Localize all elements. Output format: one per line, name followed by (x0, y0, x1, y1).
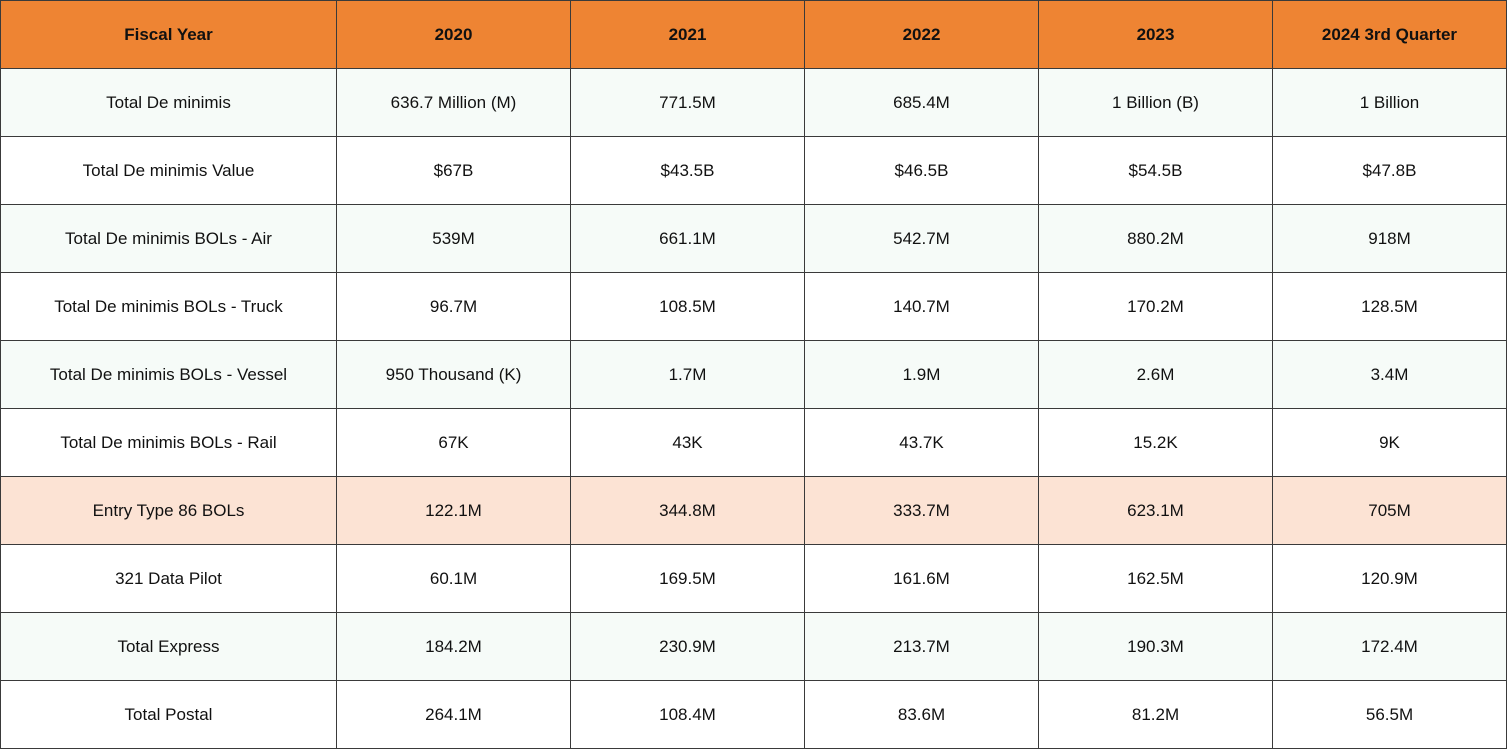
table-cell: 108.5M (571, 273, 805, 341)
table-cell: 623.1M (1039, 477, 1273, 545)
table-cell: 264.1M (337, 681, 571, 749)
table-cell: 213.7M (805, 613, 1039, 681)
row-label: Total De minimis BOLs - Truck (1, 273, 337, 341)
table-cell: 120.9M (1273, 545, 1507, 613)
table-cell: 636.7 Million (M) (337, 69, 571, 137)
row-label: Total Postal (1, 681, 337, 749)
table-cell: 43.7K (805, 409, 1039, 477)
row-label: Total De minimis BOLs - Air (1, 205, 337, 273)
table-cell: 9K (1273, 409, 1507, 477)
table-cell: 140.7M (805, 273, 1039, 341)
table-cell: 83.6M (805, 681, 1039, 749)
table-cell: 1.7M (571, 341, 805, 409)
table-cell: 128.5M (1273, 273, 1507, 341)
table-cell: 122.1M (337, 477, 571, 545)
table-cell: $47.8B (1273, 137, 1507, 205)
table-cell: 60.1M (337, 545, 571, 613)
table-cell: 1.9M (805, 341, 1039, 409)
table-cell: $54.5B (1039, 137, 1273, 205)
table-cell: 43K (571, 409, 805, 477)
row-label: Total Express (1, 613, 337, 681)
table-cell: 169.5M (571, 545, 805, 613)
table-cell: 15.2K (1039, 409, 1273, 477)
row-label: Total De minimis (1, 69, 337, 137)
row-label: Total De minimis BOLs - Rail (1, 409, 337, 477)
table-cell: 344.8M (571, 477, 805, 545)
header-cell: 2022 (805, 1, 1039, 69)
table-cell: 542.7M (805, 205, 1039, 273)
table-cell: 918M (1273, 205, 1507, 273)
table-cell: $67B (337, 137, 571, 205)
table-cell: 880.2M (1039, 205, 1273, 273)
table-cell: 230.9M (571, 613, 805, 681)
table-cell: 170.2M (1039, 273, 1273, 341)
table-cell: 705M (1273, 477, 1507, 545)
table-cell: 333.7M (805, 477, 1039, 545)
table-cell: 771.5M (571, 69, 805, 137)
table-cell: 184.2M (337, 613, 571, 681)
table-cell: 56.5M (1273, 681, 1507, 749)
table-cell: 172.4M (1273, 613, 1507, 681)
table-cell: 67K (337, 409, 571, 477)
row-label: Entry Type 86 BOLs (1, 477, 337, 545)
table-cell: 108.4M (571, 681, 805, 749)
table-cell: 190.3M (1039, 613, 1273, 681)
table-cell: $46.5B (805, 137, 1039, 205)
row-label: Total De minimis BOLs - Vessel (1, 341, 337, 409)
table-cell: 950 Thousand (K) (337, 341, 571, 409)
table-cell: 2.6M (1039, 341, 1273, 409)
header-cell: 2020 (337, 1, 571, 69)
table-cell: 162.5M (1039, 545, 1273, 613)
header-cell: 2023 (1039, 1, 1273, 69)
table-cell: 661.1M (571, 205, 805, 273)
table-cell: 96.7M (337, 273, 571, 341)
table-cell: 3.4M (1273, 341, 1507, 409)
table-cell: 1 Billion (B) (1039, 69, 1273, 137)
header-cell: 2024 3rd Quarter (1273, 1, 1507, 69)
table-cell: 1 Billion (1273, 69, 1507, 137)
row-label: 321 Data Pilot (1, 545, 337, 613)
table-cell: $43.5B (571, 137, 805, 205)
table-cell: 81.2M (1039, 681, 1273, 749)
table-cell: 685.4M (805, 69, 1039, 137)
row-label: Total De minimis Value (1, 137, 337, 205)
header-cell: 2021 (571, 1, 805, 69)
header-cell: Fiscal Year (1, 1, 337, 69)
table-cell: 161.6M (805, 545, 1039, 613)
table-cell: 539M (337, 205, 571, 273)
